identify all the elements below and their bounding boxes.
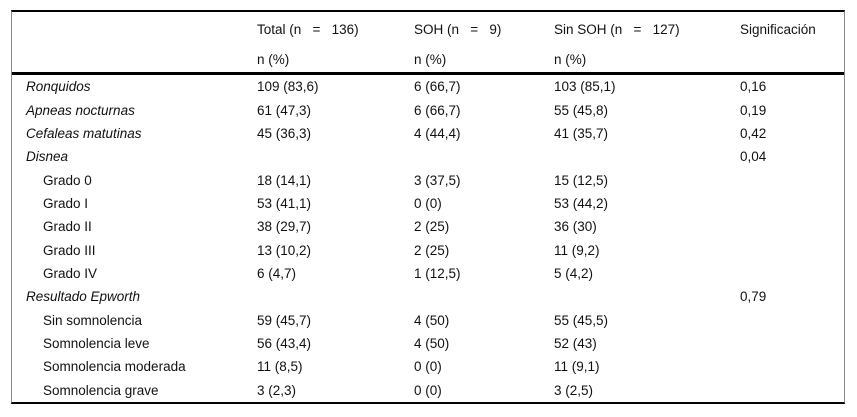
cell-total: 18 (14,1) [257,172,312,188]
row-label: Resultado Epworth [26,289,141,305]
header-soh: SOH (n = 9) [414,21,502,37]
table-row-disnea: Disnea 0,04 [12,145,844,168]
row-label: Sin somnolencia [43,312,143,328]
cell-significacion: 0,42 [740,125,767,141]
cell-soh: 2 (25) [414,219,450,235]
table-row-cefaleas-matutinas: Cefaleas matutinas 45 (36,3) 4 (44,4) 41… [12,122,844,145]
cell-sin-soh: 41 (35,7) [554,125,609,141]
cell-sin-soh: 11 (9,1) [554,359,600,375]
cell-total: 45 (36,3) [257,125,312,141]
cell-soh: 0 (0) [414,195,442,211]
row-label: Somnolencia grave [43,382,159,398]
row-label: Somnolencia moderada [43,359,186,375]
cell-total: 13 (10,2) [257,242,312,258]
table-row-grado-iv: Grado IV 6 (4,7) 1 (12,5) 5 (4,2) [12,262,844,285]
subheader-total-npct: n (%) [257,51,290,67]
row-label: Ronquidos [26,79,91,95]
cell-soh: 3 (37,5) [414,172,461,188]
table-row-somnolencia-moderada: Somnolencia moderada 11 (8,5) 0 (0) 11 (… [12,355,844,378]
cell-sin-soh: 55 (45,8) [554,102,609,118]
table-row-apneas-nocturnas: Apneas nocturnas 61 (47,3) 6 (66,7) 55 (… [12,98,844,121]
cell-soh: 6 (66,7) [414,79,461,95]
cell-total: 38 (29,7) [257,219,312,235]
cell-soh: 6 (66,7) [414,102,461,118]
table-row-somnolencia-leve: Somnolencia leve 56 (43,4) 4 (50) 52 (43… [12,332,844,355]
cell-sin-soh: 52 (43) [554,336,597,352]
cell-sin-soh: 11 (9,2) [554,242,600,258]
cell-significacion: 0,16 [740,79,767,95]
table-row-sin-somnolencia: Sin somnolencia 59 (45,7) 4 (50) 55 (45,… [12,309,844,332]
row-label: Grado III [43,242,96,258]
symptoms-soh-table: Total (n = 136) SOH (n = 9) Sin SOH (n =… [11,10,845,404]
row-label: Grado II [43,219,92,235]
cell-total: 59 (45,7) [257,312,312,328]
header-significacion: Significación [740,21,816,37]
row-label: Somnolencia leve [43,336,150,352]
cell-total: 3 (2,3) [257,382,297,398]
cell-sin-soh: 53 (44,2) [554,195,609,211]
cell-significacion: 0,79 [740,289,767,305]
cell-total: 56 (43,4) [257,336,312,352]
cell-soh: 0 (0) [414,382,442,398]
row-label: Grado I [43,195,89,211]
cell-soh: 0 (0) [414,359,442,375]
cell-soh: 2 (25) [414,242,450,258]
cell-total: 11 (8,5) [257,359,303,375]
table-row-grado-iii: Grado III 13 (10,2) 2 (25) 11 (9,2) [12,239,844,262]
cell-sin-soh: 3 (2,5) [554,382,594,398]
subheader-soh-npct: n (%) [414,51,447,67]
cell-soh: 4 (50) [414,336,450,352]
cell-significacion: 0,19 [740,102,767,118]
cell-soh: 1 (12,5) [414,266,461,282]
row-label: Grado IV [43,266,98,282]
row-label: Grado 0 [43,172,92,188]
cell-total: 61 (47,3) [257,102,312,118]
header-row-labels: Total (n = 136) SOH (n = 9) Sin SOH (n =… [12,12,844,46]
header-row-sublabels: n (%) n (%) n (%) [12,46,844,72]
cell-soh: 4 (50) [414,312,450,328]
cell-total: 53 (41,1) [257,195,312,211]
table-row-grado-0: Grado 0 18 (14,1) 3 (37,5) 15 (12,5) [12,168,844,191]
subheader-sin-soh-npct: n (%) [554,51,587,67]
header-total: Total (n = 136) [257,21,359,37]
table-row-somnolencia-grave: Somnolencia grave 3 (2,3) 0 (0) 3 (2,5) [12,379,844,402]
row-label: Apneas nocturnas [26,102,135,118]
row-label: Cefaleas matutinas [26,125,142,141]
cell-sin-soh: 103 (85,1) [554,79,616,95]
cell-significacion: 0,04 [740,149,767,165]
table-header: Total (n = 136) SOH (n = 9) Sin SOH (n =… [12,12,844,75]
header-sin-soh: Sin SOH (n = 127) [554,21,680,37]
table-row-grado-i: Grado I 53 (41,1) 0 (0) 53 (44,2) [12,192,844,215]
cell-sin-soh: 55 (45,5) [554,312,609,328]
cell-total: 6 (4,7) [257,266,297,282]
row-label: Disnea [26,149,69,165]
cell-sin-soh: 5 (4,2) [554,266,594,282]
table-body: Ronquidos 109 (83,6) 6 (66,7) 103 (85,1)… [12,75,844,402]
cell-sin-soh: 36 (30) [554,219,597,235]
cell-sin-soh: 15 (12,5) [554,172,609,188]
table-row-resultado-epworth: Resultado Epworth 0,79 [12,285,844,308]
cell-soh: 4 (44,4) [414,125,461,141]
table-row-grado-ii: Grado II 38 (29,7) 2 (25) 36 (30) [12,215,844,238]
cell-total: 109 (83,6) [257,79,319,95]
table-row-ronquidos: Ronquidos 109 (83,6) 6 (66,7) 103 (85,1)… [12,75,844,98]
